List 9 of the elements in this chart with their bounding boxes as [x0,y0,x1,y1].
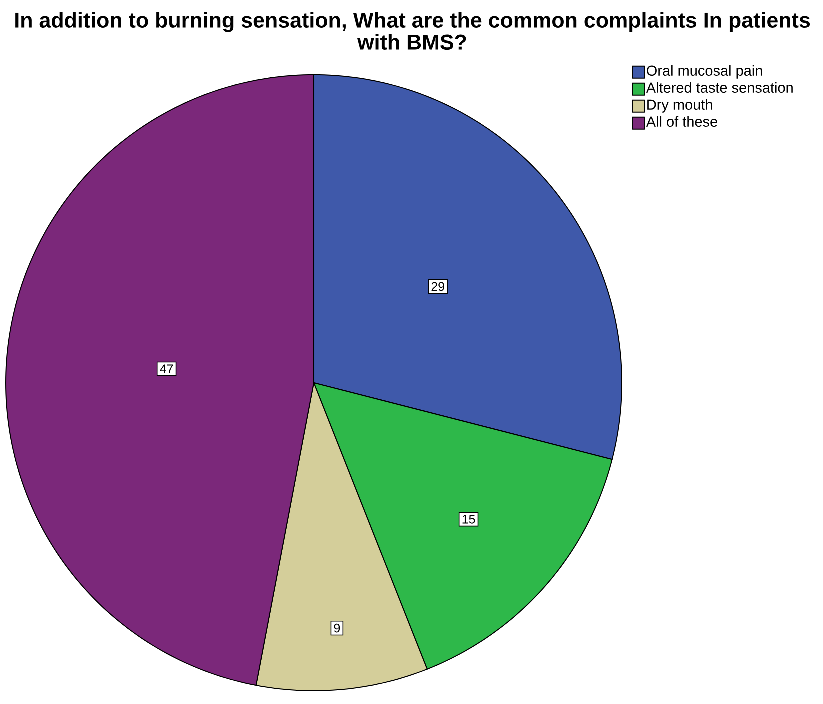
legend-label: Dry mouth [648,99,712,113]
legend-label: Oral mucosal pain [647,65,762,79]
chart-title: In addition to burning sensation, What are the common complaints In patients with BMS? [16,12,810,50]
data-label: 29 [432,282,444,292]
data-label: 15 [462,515,476,524]
legend-label: Altered taste sensation [646,82,793,94]
legend-label: All of these [646,116,718,128]
data-label: 47 [160,364,174,374]
data-label: 9 [334,624,340,633]
